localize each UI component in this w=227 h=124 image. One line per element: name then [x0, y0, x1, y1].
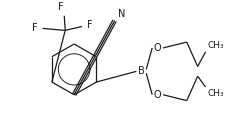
Text: F: F [86, 19, 92, 30]
Text: F: F [32, 23, 37, 33]
Text: O: O [153, 90, 160, 100]
Text: B: B [137, 66, 144, 76]
Text: N: N [117, 9, 124, 19]
Text: O: O [153, 43, 160, 53]
Text: CH₃: CH₃ [207, 41, 223, 50]
Text: CH₃: CH₃ [207, 89, 223, 98]
Text: F: F [58, 2, 64, 12]
